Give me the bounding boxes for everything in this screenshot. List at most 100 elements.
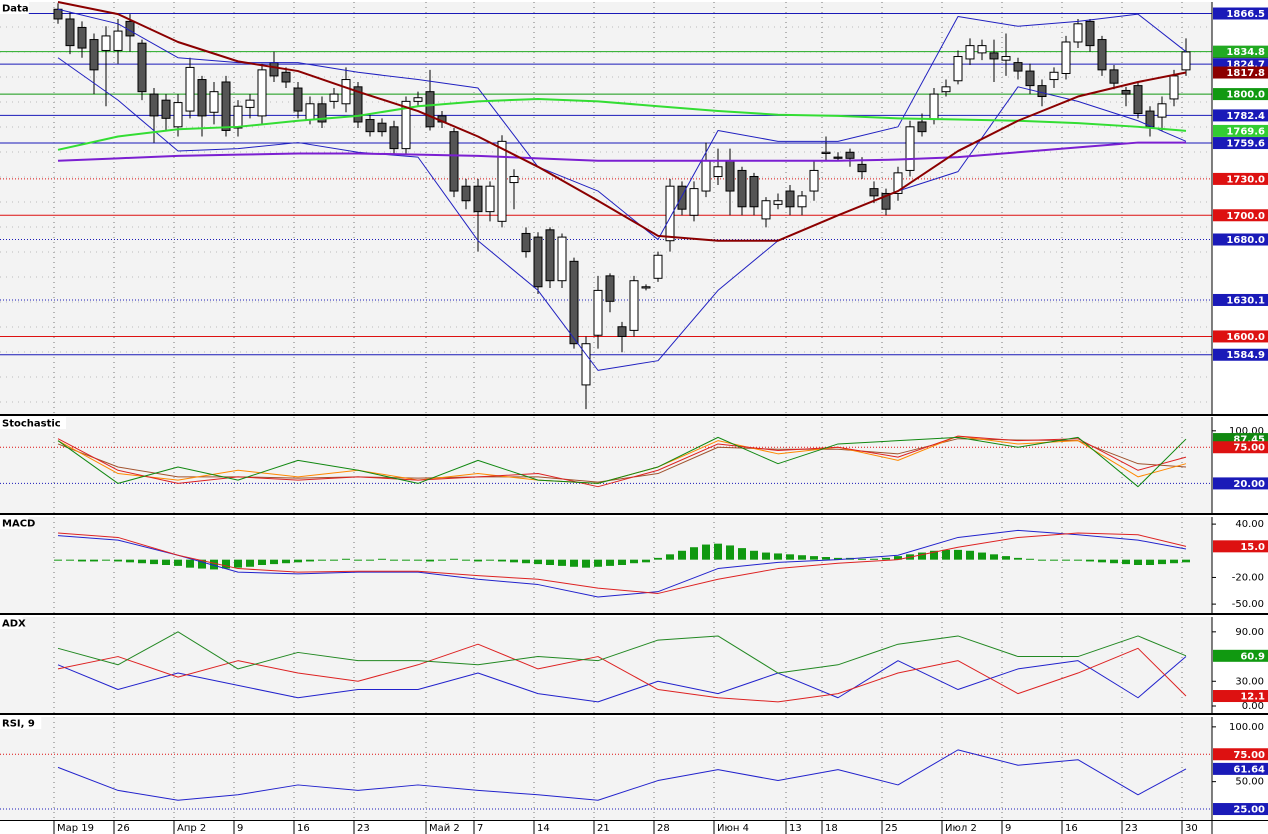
level-label-box: [1213, 7, 1268, 20]
series-line: [57, 631, 1187, 674]
candle-body: [221, 81, 231, 131]
x-tick-label: 16: [297, 823, 310, 834]
candle-body: [569, 260, 579, 345]
histogram-bar: [1026, 558, 1034, 560]
histogram-bar: [594, 559, 602, 567]
level-label: 1600.0: [1226, 332, 1265, 343]
candle-body: [953, 56, 963, 82]
level-label-box: [1213, 109, 1268, 122]
panel-title: Data: [2, 4, 29, 15]
series-line: [57, 643, 1187, 703]
candle-body: [773, 200, 783, 205]
candle-body: [929, 93, 939, 121]
y-tick-label: 0.00: [1242, 701, 1264, 712]
level-label: 15.0: [1240, 542, 1265, 553]
level-label: 1680.0: [1226, 235, 1265, 246]
candle-body: [809, 169, 819, 192]
histogram-bar: [1110, 559, 1118, 564]
candle-body: [365, 119, 375, 133]
series-line: [57, 1, 1187, 242]
candle-body: [1001, 56, 1011, 61]
level-label-box: [1213, 293, 1268, 306]
histogram-bar: [414, 559, 422, 561]
panel-title: Stochastic: [2, 419, 61, 430]
histogram-bar: [354, 559, 362, 561]
histogram-bar: [654, 557, 662, 560]
candle-body: [1133, 85, 1143, 114]
histogram-bar: [1074, 559, 1082, 561]
series-line: [57, 436, 1187, 488]
x-tick-label: 23: [1125, 823, 1138, 834]
candle-body: [377, 122, 387, 133]
candle-body: [689, 188, 699, 216]
histogram-bar: [390, 559, 398, 561]
histogram-bar: [678, 550, 686, 560]
candle-body: [173, 102, 183, 128]
histogram-bar: [246, 559, 254, 567]
candle-body: [1049, 71, 1059, 81]
candle-body: [881, 192, 891, 210]
candle-body: [629, 280, 639, 331]
histogram-bar: [1182, 559, 1190, 563]
candle-body: [305, 103, 315, 121]
level-label-box: [1213, 330, 1268, 343]
candle-body: [533, 236, 543, 288]
candle-body: [209, 91, 219, 113]
histogram-bar: [402, 559, 410, 561]
x-tick-label: 23: [357, 823, 370, 834]
y-tick-label: -20.00: [1232, 572, 1264, 583]
histogram-bar: [1146, 559, 1154, 565]
level-label: 1824.7: [1226, 60, 1265, 71]
candle-body: [1181, 51, 1191, 71]
x-tick-label: Июн 4: [717, 823, 749, 834]
histogram-bar: [342, 558, 350, 560]
candle-body: [917, 121, 927, 133]
candle-body: [509, 175, 519, 184]
histogram-bar: [198, 559, 206, 569]
x-tick-label: 25: [885, 823, 898, 834]
candle-body: [989, 52, 999, 60]
series-line: [57, 529, 1187, 598]
histogram-bar: [990, 554, 998, 560]
histogram-bar: [630, 559, 638, 564]
level-label: 1730.0: [1226, 174, 1265, 185]
candle-body: [1157, 103, 1167, 118]
histogram-bar: [378, 558, 386, 560]
histogram-bar: [606, 559, 614, 566]
x-tick-label: 9: [237, 823, 243, 834]
level-label-box: [1213, 233, 1268, 246]
x-tick-label: 30: [1185, 823, 1198, 834]
histogram-bar: [270, 559, 278, 565]
x-tick-label: Апр 2: [177, 823, 206, 834]
histogram-bar: [102, 559, 110, 561]
candle-body: [545, 229, 555, 282]
candle-body: [557, 236, 567, 282]
histogram-bar: [930, 550, 938, 560]
histogram-bar: [546, 559, 554, 565]
candle-body: [605, 275, 615, 302]
y-tick-label: -50.00: [1232, 599, 1264, 610]
histogram-bar: [870, 558, 878, 560]
histogram-bar: [690, 547, 698, 560]
level-label: 1630.1: [1226, 295, 1265, 306]
level-label-box: [1213, 348, 1268, 361]
level-label-box: [1213, 88, 1268, 101]
candle-body: [269, 62, 279, 77]
level-label-box: [1213, 441, 1268, 454]
histogram-bar: [426, 559, 434, 562]
panel-title: RSI, 9: [2, 719, 35, 730]
candle-body: [137, 42, 147, 93]
level-label: 75.00: [1233, 443, 1265, 454]
candle-body: [389, 126, 399, 150]
x-tick-label: 13: [789, 823, 802, 834]
level-label: 20.00: [1233, 479, 1265, 490]
histogram-bar: [570, 559, 578, 567]
series-line: [57, 656, 1187, 703]
histogram-bar: [318, 559, 326, 561]
histogram-bar: [474, 559, 482, 562]
candle-body: [593, 289, 603, 336]
candle-body: [65, 18, 75, 47]
histogram-bar: [330, 559, 338, 561]
panel-background: [0, 2, 1212, 414]
